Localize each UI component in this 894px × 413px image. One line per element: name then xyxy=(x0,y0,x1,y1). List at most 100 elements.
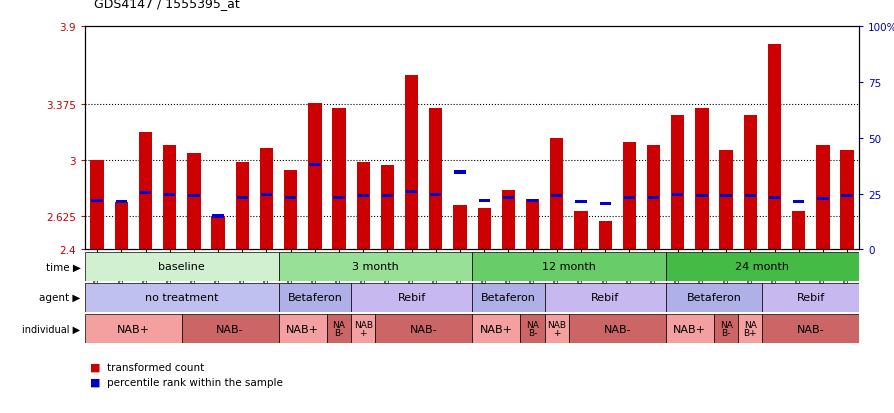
Text: 24 month: 24 month xyxy=(735,262,789,272)
Bar xyxy=(744,195,755,198)
Text: Betaferon: Betaferon xyxy=(480,293,536,303)
Text: NAB+: NAB+ xyxy=(117,324,149,334)
Bar xyxy=(114,202,128,250)
Text: NA
B-: NA B- xyxy=(526,320,538,337)
Text: NAB
+: NAB + xyxy=(546,320,566,337)
Text: NAB-: NAB- xyxy=(603,324,630,334)
Bar xyxy=(502,190,514,250)
Bar xyxy=(550,138,563,250)
Bar xyxy=(544,314,569,344)
Bar xyxy=(526,199,539,250)
Text: no treatment: no treatment xyxy=(145,293,218,303)
Text: ■: ■ xyxy=(89,377,100,387)
Bar xyxy=(762,314,858,344)
Text: NAB-: NAB- xyxy=(797,324,823,334)
Bar xyxy=(212,215,224,218)
Bar xyxy=(90,161,104,250)
Bar xyxy=(350,283,471,313)
Bar xyxy=(188,195,199,198)
Bar xyxy=(815,146,829,250)
Bar xyxy=(382,195,392,198)
Bar xyxy=(356,162,369,250)
Bar xyxy=(623,196,635,199)
Bar xyxy=(520,314,544,344)
Text: NAB
+: NAB + xyxy=(353,320,372,337)
Bar xyxy=(333,196,344,199)
Text: 3 month: 3 month xyxy=(351,262,398,272)
Bar xyxy=(472,252,665,282)
Bar xyxy=(767,45,780,250)
Bar xyxy=(599,202,610,205)
Bar xyxy=(551,195,561,198)
Bar xyxy=(454,171,465,174)
Bar xyxy=(478,199,489,202)
Text: time ▶: time ▶ xyxy=(46,262,80,272)
Bar xyxy=(472,314,520,344)
Bar xyxy=(332,109,345,250)
Bar xyxy=(380,165,393,250)
Text: NA
B+: NA B+ xyxy=(743,320,756,337)
Bar xyxy=(738,314,762,344)
Bar xyxy=(574,211,587,250)
Bar xyxy=(181,314,278,344)
Bar xyxy=(278,252,472,282)
Bar xyxy=(85,283,278,313)
Bar xyxy=(308,104,321,250)
Bar xyxy=(139,192,151,195)
Bar xyxy=(477,208,490,250)
Bar xyxy=(375,314,472,344)
Bar xyxy=(278,283,350,313)
Bar xyxy=(259,149,273,250)
Bar xyxy=(695,109,708,250)
Text: Rebif: Rebif xyxy=(796,293,824,303)
Text: Betaferon: Betaferon xyxy=(287,293,342,303)
Bar xyxy=(502,196,513,199)
Text: baseline: baseline xyxy=(158,262,205,272)
Bar xyxy=(211,216,224,250)
Bar xyxy=(665,283,762,313)
Text: Rebif: Rebif xyxy=(590,293,619,303)
Bar xyxy=(278,314,326,344)
Text: agent ▶: agent ▶ xyxy=(39,293,80,303)
Bar xyxy=(91,199,103,202)
Bar xyxy=(816,198,828,201)
Bar xyxy=(235,162,249,250)
Bar xyxy=(713,314,738,344)
Bar xyxy=(472,283,544,313)
Text: NAB-: NAB- xyxy=(409,324,437,334)
Bar xyxy=(115,201,127,204)
Text: Betaferon: Betaferon xyxy=(686,293,740,303)
Bar xyxy=(646,146,660,250)
Bar xyxy=(768,196,780,199)
Bar xyxy=(792,201,804,204)
Text: NAB+: NAB+ xyxy=(672,324,705,334)
Bar xyxy=(598,222,611,250)
Text: GDS4147 / 1555395_at: GDS4147 / 1555395_at xyxy=(94,0,240,10)
Bar xyxy=(326,314,350,344)
Bar xyxy=(430,193,441,197)
Text: NAB+: NAB+ xyxy=(479,324,512,334)
Text: ■: ■ xyxy=(89,362,100,372)
Bar xyxy=(575,201,586,204)
Bar xyxy=(544,283,665,313)
Bar xyxy=(163,146,176,250)
Text: percentile rank within the sample: percentile rank within the sample xyxy=(107,377,283,387)
Bar xyxy=(665,252,858,282)
Text: individual ▶: individual ▶ xyxy=(22,324,80,334)
Bar xyxy=(358,195,368,198)
Bar xyxy=(404,76,417,250)
Bar xyxy=(308,164,320,167)
Text: NAB-: NAB- xyxy=(216,324,244,334)
Bar xyxy=(85,252,278,282)
Bar xyxy=(719,150,732,250)
Text: NA
B-: NA B- xyxy=(719,320,732,337)
Bar xyxy=(720,195,731,198)
Bar xyxy=(569,314,665,344)
Bar xyxy=(236,196,248,199)
Bar xyxy=(665,314,713,344)
Bar xyxy=(622,143,636,250)
Bar xyxy=(283,171,297,250)
Text: 12 month: 12 month xyxy=(542,262,595,272)
Bar xyxy=(743,116,756,250)
Bar xyxy=(671,193,683,197)
